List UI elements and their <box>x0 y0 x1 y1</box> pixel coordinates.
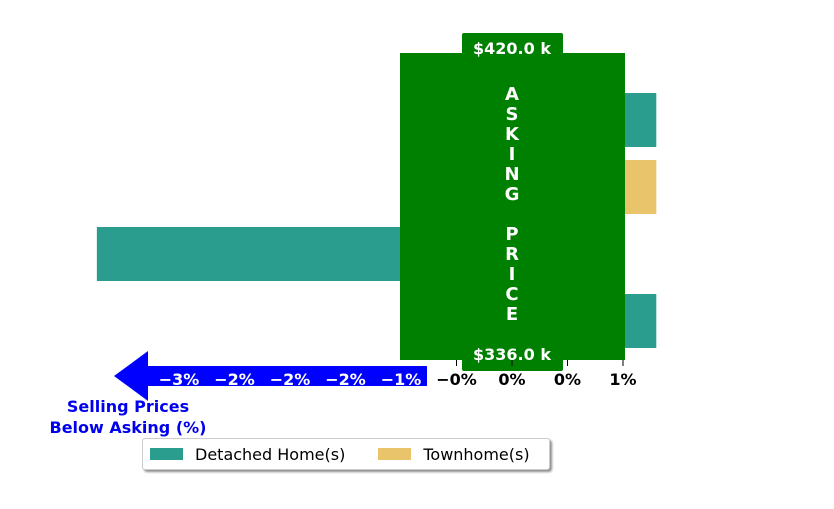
asking-price-letter: S <box>506 104 519 125</box>
asking-price-letter: I <box>509 264 516 285</box>
x-tick-label: −1% <box>381 370 422 389</box>
x-tick-label: −2% <box>270 370 311 389</box>
asking-price-letter: I <box>509 144 516 165</box>
legend-item-detached: Detached Home(s) <box>143 445 345 464</box>
legend: Detached Home(s) Townhome(s) <box>142 438 550 470</box>
x-tick-label: 0% <box>498 370 525 389</box>
below-asking-arrow <box>114 351 427 401</box>
asking-price-letter: K <box>505 124 520 145</box>
legend-swatch-detached <box>150 448 183 460</box>
asking-price-top-badge <box>462 33 563 61</box>
axis-title: Selling Prices Below Asking (%) <box>30 396 226 438</box>
asking-price-bottom-badge <box>462 344 563 371</box>
asking-price-letter: R <box>505 244 519 265</box>
legend-label-detached: Detached Home(s) <box>195 444 346 464</box>
asking-price-letter: C <box>505 284 518 305</box>
asking-price-letter: G <box>505 184 520 205</box>
asking-price-letter: A <box>505 84 519 105</box>
x-tick-label: −2% <box>214 370 255 389</box>
asking-price-letter: N <box>504 164 519 185</box>
asking-price-top-label: $420.0 k <box>473 39 551 58</box>
legend-swatch-townhome <box>378 448 412 460</box>
x-tick-label: −2% <box>325 370 366 389</box>
x-tick-labels: −3% −2% −2% −2% −1% −0% 0% 0% 1% <box>159 360 637 389</box>
legend-item-townhome: Townhome(s) <box>371 444 530 464</box>
asking-price-letter: P <box>505 224 518 245</box>
asking-price-bottom-label: $336.0 k <box>473 345 551 364</box>
x-tick-label: −0% <box>436 370 477 389</box>
axis-layer <box>114 351 427 401</box>
axis-title-line-2: Below Asking (%) <box>49 418 207 437</box>
legend-label-townhome: Townhome(s) <box>423 444 530 464</box>
asking-price-letter: E <box>506 304 518 325</box>
x-tick-label: −3% <box>159 370 200 389</box>
asking-price-box <box>400 53 625 360</box>
x-tick-label: 1% <box>609 370 636 389</box>
x-tick-label: 0% <box>554 370 581 389</box>
axis-title-line-1: Selling Prices <box>66 397 190 416</box>
